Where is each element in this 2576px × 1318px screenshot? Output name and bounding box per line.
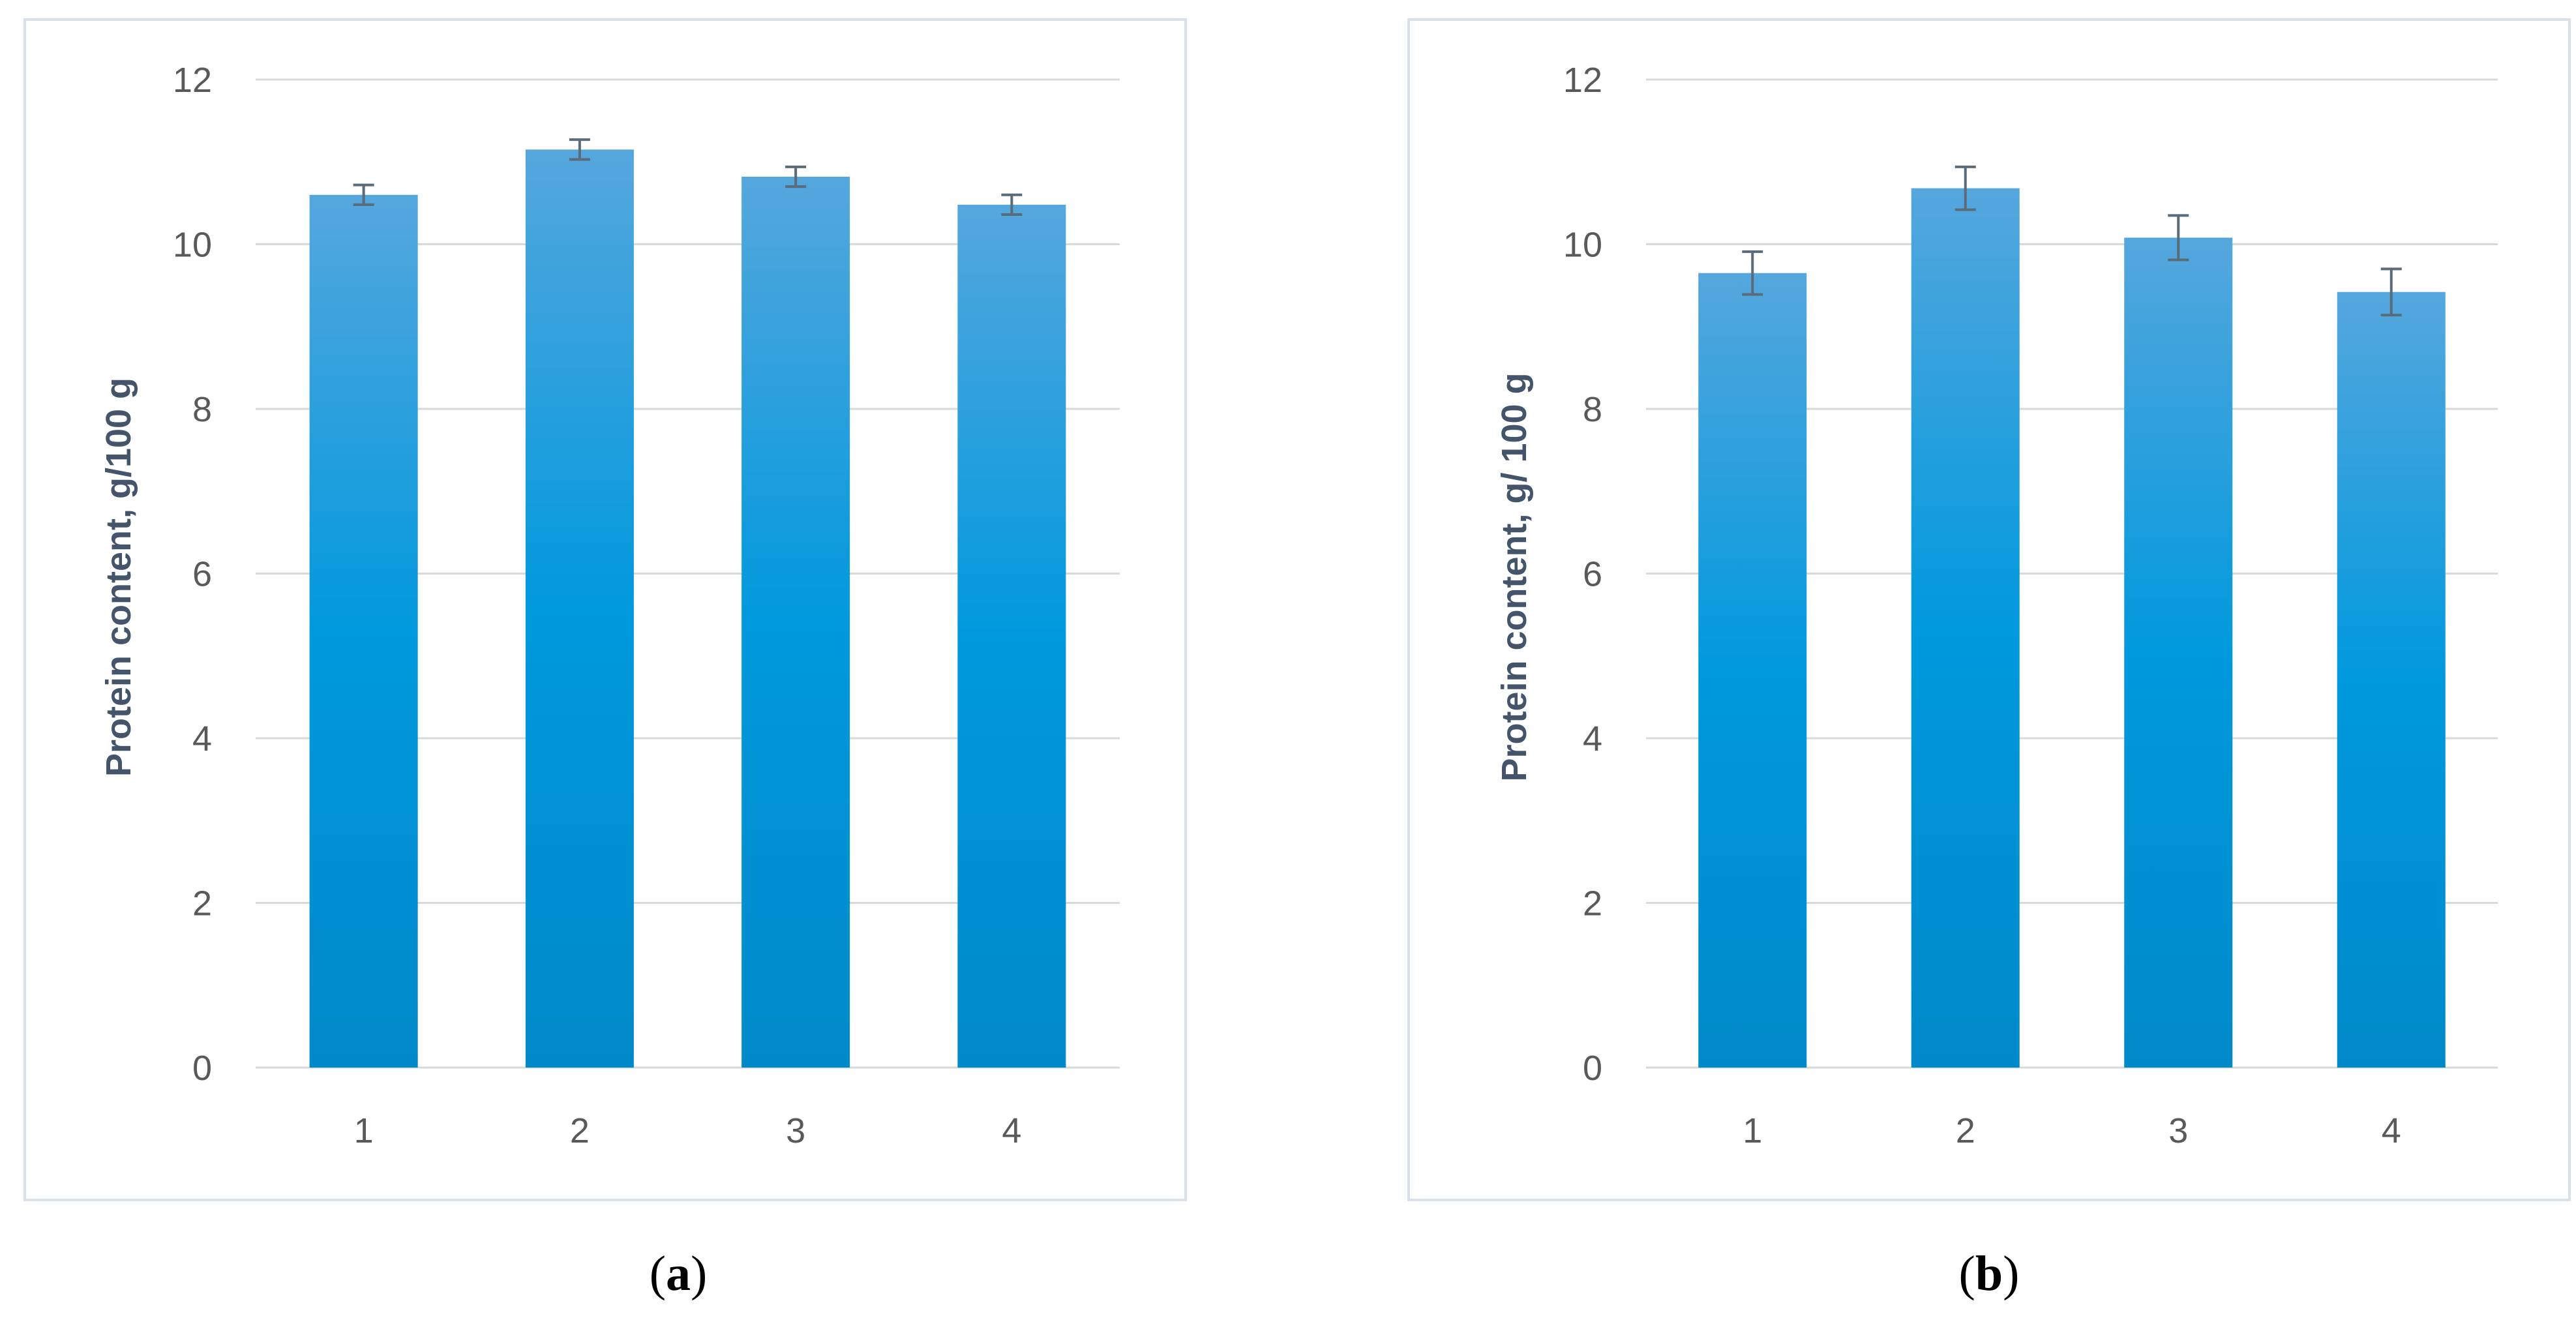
x-tick-label: 3 [786,1111,805,1150]
x-tick-label: 1 [1743,1111,1762,1150]
caption-b: (b) [1959,1246,2020,1301]
bar-4 [2337,292,2446,1068]
y-tick-label: 4 [1583,719,1602,758]
caption-close-paren: ) [2003,1246,2019,1301]
bars [309,149,1066,1068]
error-bar-1 [353,183,374,206]
y-tick-label: 8 [192,390,212,429]
x-tick-labels: 1 2 3 4 [354,1111,1022,1150]
caption-open-paren: ( [1959,1246,1975,1301]
bars [1698,188,2446,1068]
bar-1 [1698,273,1807,1068]
y-axis-label: Protein content, g/ 100 g [1495,372,1534,781]
y-tick-labels: 0 2 4 6 8 10 12 [1563,61,1602,1088]
y-tick-labels: 0 2 4 6 8 10 12 [173,61,212,1088]
y-tick-label: 6 [192,555,212,594]
x-tick-label: 2 [570,1111,590,1150]
y-tick-label: 8 [1583,390,1602,429]
bar-2 [525,149,634,1068]
y-tick-label: 2 [1583,884,1602,923]
y-tick-label: 12 [1563,61,1602,100]
x-tick-label: 1 [354,1111,374,1150]
caption-close-paren: ) [691,1246,707,1301]
error-bar-4 [2380,267,2402,317]
bar-3 [741,176,850,1068]
caption-letter: a [666,1246,691,1301]
caption-letter: b [1975,1246,2003,1301]
error-bar-2 [569,138,590,161]
error-bars [1742,165,2402,317]
y-axis-label: Protein content, g/100 g [99,378,138,777]
x-tick-label: 4 [1002,1111,1021,1150]
error-bar-1 [1742,250,1763,296]
y-tick-label: 0 [192,1049,212,1088]
error-bar-2 [1954,165,1976,211]
y-tick-label: 2 [192,884,212,923]
error-bar-4 [1001,193,1023,217]
bar-4 [957,204,1066,1068]
bar-1 [309,194,418,1068]
error-bars [353,138,1023,217]
x-tick-label: 2 [1956,1111,1975,1150]
y-tick-label: 0 [1583,1049,1602,1088]
caption-open-paren: ( [650,1246,666,1301]
x-tick-label: 3 [2168,1111,2188,1150]
y-tick-label: 12 [173,61,212,100]
x-tick-labels: 1 2 3 4 [1743,1111,2401,1150]
y-tick-label: 10 [173,226,212,265]
y-tick-label: 10 [1563,226,1602,265]
caption-a: (a) [650,1246,708,1301]
x-tick-label: 4 [2382,1111,2401,1150]
y-tick-label: 4 [192,719,212,758]
error-bar-3 [2168,214,2189,262]
y-tick-label: 6 [1583,555,1602,594]
bar-2 [1911,188,2020,1068]
error-bar-3 [785,165,807,188]
bar-3 [2124,237,2233,1068]
